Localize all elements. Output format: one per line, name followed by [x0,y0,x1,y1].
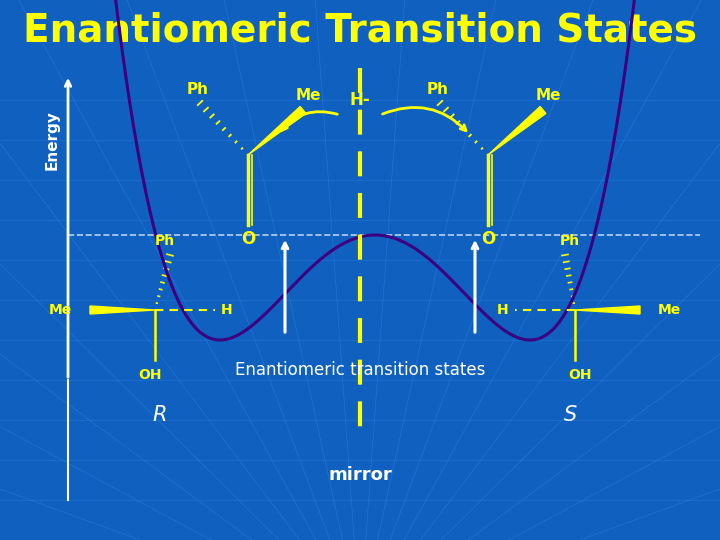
Text: Ph: Ph [187,82,209,97]
Text: R: R [153,405,167,425]
Polygon shape [488,106,546,155]
Text: mirror: mirror [328,466,392,484]
Text: Ph: Ph [560,234,580,248]
Text: OH: OH [568,368,592,382]
Text: Me: Me [49,303,72,317]
Text: H: H [498,303,509,317]
Polygon shape [248,106,306,155]
Polygon shape [90,306,155,314]
Polygon shape [575,306,640,314]
Text: O: O [241,230,255,248]
Text: Me: Me [658,303,681,317]
Text: Energy: Energy [45,110,60,170]
Text: Ph: Ph [427,82,449,97]
Text: Me: Me [535,89,561,104]
Text: Enantiomeric Transition States: Enantiomeric Transition States [23,11,697,49]
Text: S: S [563,405,577,425]
Text: H: H [221,303,233,317]
Text: H-: H- [350,91,370,109]
Text: OH: OH [138,368,162,382]
Text: Ph: Ph [155,234,175,248]
Text: O: O [481,230,495,248]
Text: Me: Me [295,89,320,104]
Text: Enantiomeric transition states: Enantiomeric transition states [235,361,485,379]
